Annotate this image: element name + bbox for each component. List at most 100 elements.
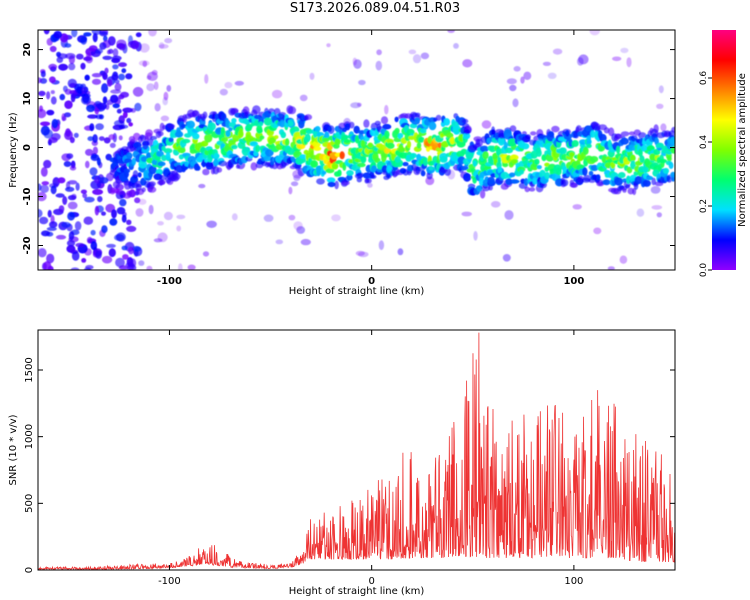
colorbar-tick-label: 0.0 (699, 263, 709, 278)
ridge-cell (626, 166, 633, 174)
noise-cell (40, 121, 51, 127)
noise-cell (84, 74, 90, 81)
ridge-cell (378, 144, 387, 151)
colorbar-label: Normalized spectral amplitude (737, 73, 748, 227)
ridge-cell (131, 157, 137, 166)
noise-cell (504, 210, 514, 220)
noise-cell (375, 60, 383, 71)
ridge-cell (147, 186, 157, 193)
ridge-cell (384, 130, 390, 139)
noise-cell (121, 68, 127, 74)
noise-cell (626, 57, 632, 68)
ridge-cell (374, 157, 381, 164)
ridge-cell (195, 165, 201, 171)
noise-cell (63, 161, 72, 167)
ridge-cell (245, 123, 253, 129)
y-tick-label: 1500 (24, 357, 35, 382)
noise-cell (38, 248, 47, 258)
ridge-cell (126, 152, 133, 159)
ridge-cell (147, 138, 155, 147)
ridge-cell (204, 133, 213, 143)
ridge-cell (536, 165, 542, 170)
ridge-cell (576, 125, 582, 133)
noise-cell (158, 42, 165, 49)
noise-cell (164, 38, 173, 44)
noise-cell (461, 211, 473, 217)
y-tick-label: -10 (22, 187, 33, 205)
ridge-cell (452, 125, 462, 135)
ridge-cell (316, 178, 325, 185)
noise-cell (552, 48, 563, 55)
noise-cell (118, 265, 129, 270)
ridge-cell (536, 149, 542, 157)
noise-cell (43, 30, 50, 35)
ridge-cell (399, 144, 404, 152)
ridge-cell (253, 151, 259, 157)
noise-cell (619, 255, 628, 264)
ridge-cell (614, 133, 623, 140)
ridge-cell (479, 189, 486, 199)
ridge-cell (642, 179, 651, 187)
ridge-cell (216, 167, 223, 173)
noise-cell (40, 125, 50, 136)
ridge-cell (589, 156, 599, 163)
ridge-cell (590, 130, 596, 138)
noise-cell (658, 85, 664, 94)
ridge-cell (577, 175, 584, 184)
ridge-cell (565, 130, 570, 137)
noise-cell (108, 48, 114, 54)
ridge-cell (356, 177, 362, 183)
noise-cell (46, 253, 55, 264)
noise-cell (94, 176, 100, 184)
ridge-cell (418, 136, 425, 143)
noise-cell (160, 115, 170, 122)
noise-cell (146, 75, 152, 80)
x-axis-label: Height of straight line (km) (289, 586, 425, 597)
noise-cell (101, 211, 106, 216)
noise-cell (198, 183, 206, 189)
ridge-cell (305, 129, 313, 134)
noise-cell (293, 221, 303, 231)
noise-cell (148, 30, 157, 37)
ridge-cell (426, 171, 433, 180)
ridge-cell (180, 124, 187, 129)
noise-cell (118, 73, 125, 81)
noise-cell (656, 212, 662, 218)
ridge-cell (548, 131, 554, 138)
ridge-cell (157, 131, 164, 137)
ridge-cell (202, 168, 210, 176)
noise-cell (50, 185, 57, 195)
ridge-cell (463, 129, 471, 135)
ridge-cell (314, 126, 321, 132)
noise-cell (70, 93, 76, 103)
ridge-cell (258, 121, 264, 127)
ridge-cell (465, 150, 474, 160)
snr-series-line (38, 332, 675, 570)
noise-cell (612, 56, 622, 62)
noise-cell (224, 81, 233, 89)
noise-cell (112, 48, 119, 57)
ridge-cell (639, 155, 645, 163)
ridge-cell (439, 156, 448, 163)
noise-cell (64, 100, 73, 109)
noise-cell (71, 251, 80, 261)
noise-cell (67, 78, 78, 89)
noise-cell (65, 186, 75, 192)
y-axis-label: SNR (10 * v/v) (8, 414, 19, 485)
noise-cell (111, 209, 117, 219)
ridge-cell (212, 165, 220, 175)
ridge-cell (239, 128, 244, 136)
ridge-cell (334, 180, 339, 190)
noise-cell (102, 96, 108, 105)
ridge-cell (218, 160, 227, 167)
ridge-cell (259, 135, 265, 140)
noise-cell (80, 189, 87, 194)
spectrogram-cells (38, 30, 675, 270)
x-tick-label: 100 (563, 276, 584, 287)
x-tick-label: 0 (368, 576, 374, 587)
ridge-cell (607, 139, 612, 149)
ridge-cell (428, 121, 437, 131)
y-tick-label: 20 (22, 43, 33, 57)
noise-cell (103, 137, 111, 144)
